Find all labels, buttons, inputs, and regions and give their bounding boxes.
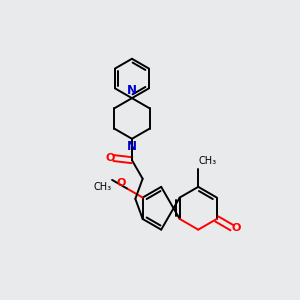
Text: N: N [127, 84, 137, 97]
Text: CH₃: CH₃ [199, 156, 217, 166]
Text: O: O [117, 178, 126, 188]
Text: O: O [106, 153, 115, 163]
Text: N: N [127, 140, 137, 153]
Text: CH₃: CH₃ [93, 182, 111, 192]
Text: O: O [231, 223, 241, 233]
